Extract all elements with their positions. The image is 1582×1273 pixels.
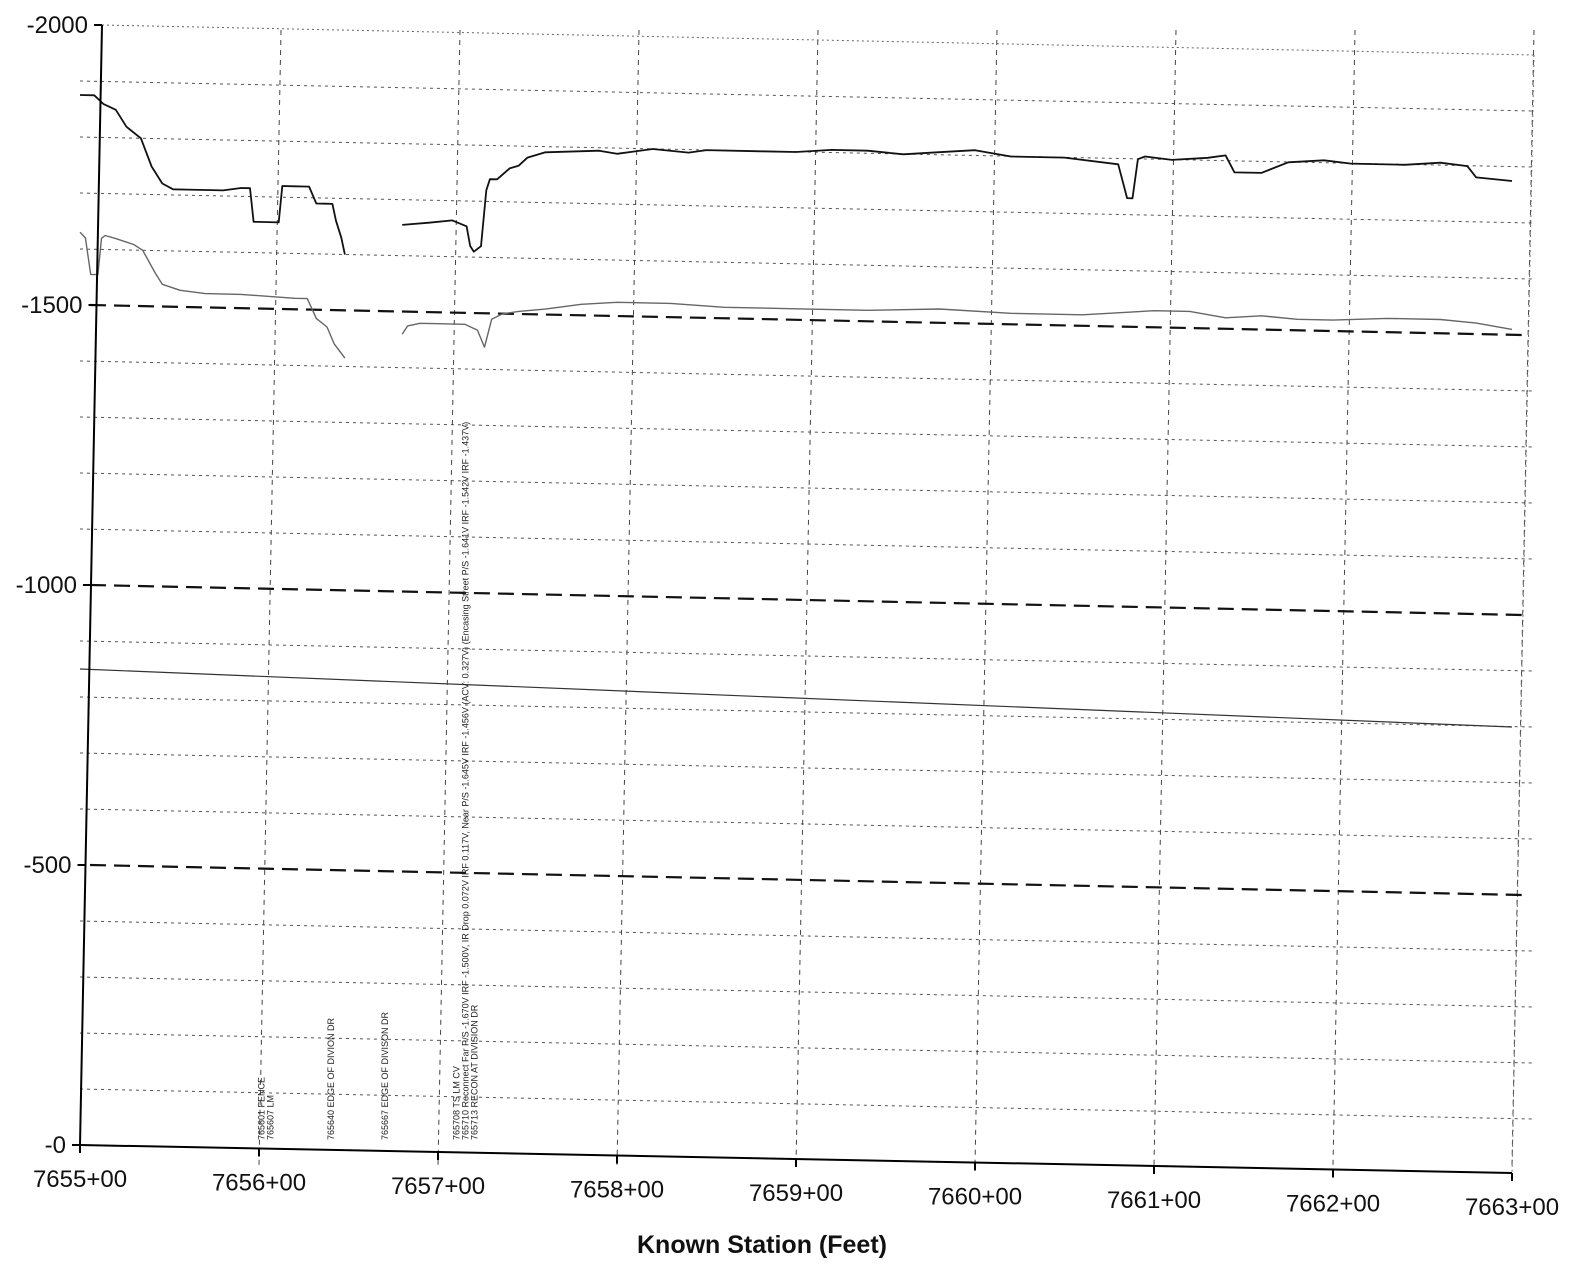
station-annotation: 765713 RECON AT DIVISION DR <box>469 1004 479 1140</box>
x-tick-label: 7659+00 <box>749 1180 843 1207</box>
x-tick-label: 7657+00 <box>391 1173 485 1200</box>
station-annotation: 765710 Reconnect Far P/S -1.670V IRF -1.… <box>460 422 470 1140</box>
series-line-3 <box>401 301 1513 348</box>
x-tick-label: 7658+00 <box>570 1177 664 1204</box>
right-border <box>1511 54 1535 1176</box>
series-line-0 <box>79 94 346 255</box>
x-tick-label: 7662+00 <box>1286 1191 1380 1218</box>
station-annotation: 765607 LM <box>265 1095 275 1140</box>
top-border <box>101 24 1535 56</box>
x-tick-label: 7663+00 <box>1465 1194 1559 1221</box>
station-annotation: 765667 EDGE OF DIVISON DR <box>380 1011 390 1140</box>
y-tick-label: -500 <box>23 852 71 879</box>
series-line-2 <box>79 231 346 359</box>
y-tick-label: -1500 <box>21 292 82 319</box>
grid-layer <box>79 24 1535 1176</box>
y-tick-label: -2000 <box>27 12 88 39</box>
series-layer <box>79 94 1513 728</box>
x-tick-label: 7655+00 <box>33 1166 127 1193</box>
series-line-1 <box>402 148 1513 253</box>
series-line-4 <box>79 668 1513 728</box>
y-tick-label: -0 <box>45 1132 66 1159</box>
x-tick-label: 7660+00 <box>928 1184 1022 1211</box>
station-annotation: 765601 FENCE <box>256 1077 266 1140</box>
y-tick-label: -1000 <box>16 572 77 599</box>
x-tick-label: 7661+00 <box>1107 1187 1201 1214</box>
station-annotation: 765640 EDGE OF DIVION DR <box>326 1017 336 1140</box>
axis-layer: -2000 -1500 -1000 -500 -0 7655+00 7656+00 7657+… <box>16 12 1559 1221</box>
station-annotation: 765708 TS LM CV <box>452 1066 462 1140</box>
x-tick-label: 7656+00 <box>212 1170 306 1197</box>
x-axis-label: Known Station (Feet) <box>637 1231 887 1259</box>
